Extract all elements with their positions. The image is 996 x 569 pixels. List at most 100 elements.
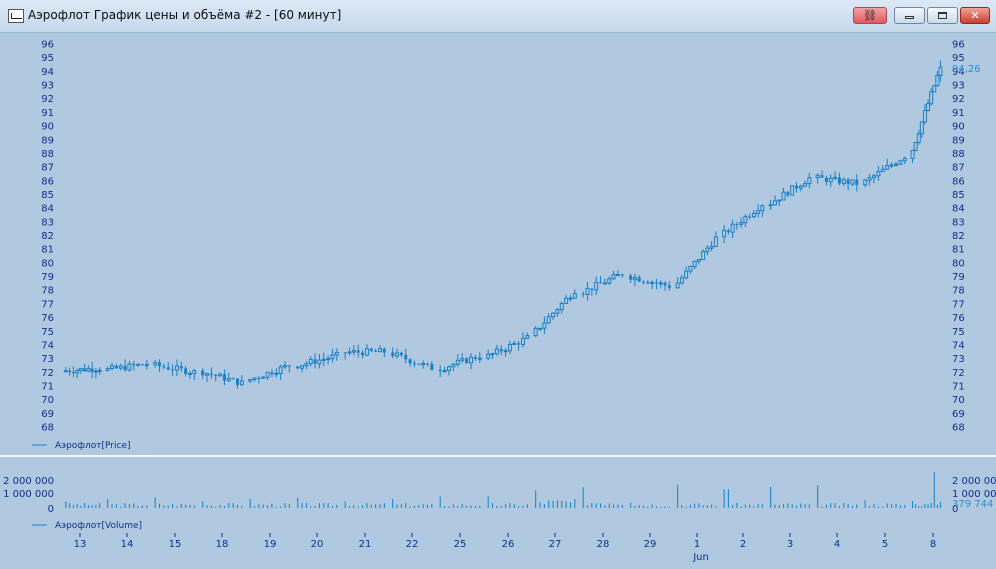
price-candle <box>140 363 144 366</box>
volume-bar <box>327 503 329 508</box>
price-candle <box>646 279 650 285</box>
volume-bar <box>400 504 402 508</box>
volume-bar <box>305 503 307 508</box>
price-tick-label: 70 <box>952 395 965 406</box>
volume-bar <box>869 506 871 508</box>
price-candle <box>455 353 460 368</box>
price-tick-label: 89 <box>952 135 965 146</box>
price-tick-label: 85 <box>952 190 965 201</box>
price-candle <box>110 362 115 371</box>
price-tick-label: 90 <box>41 122 54 133</box>
volume-bar <box>474 506 476 508</box>
volume-bar <box>370 504 372 508</box>
volume-bar <box>895 503 897 508</box>
minimize-button[interactable] <box>894 7 925 24</box>
volume-bar <box>318 503 320 508</box>
price-volume-chart[interactable]: 6869707172737475767778798081828384858687… <box>0 33 996 565</box>
price-candle <box>166 362 170 371</box>
price-candle <box>469 353 473 370</box>
price-tick-label: 74 <box>952 340 965 351</box>
price-candle <box>841 177 846 187</box>
volume-tick-label: 1 000 000 <box>952 489 996 500</box>
volume-bar <box>505 503 507 508</box>
volume-bar <box>444 506 446 508</box>
volume-bar <box>107 499 109 508</box>
price-candle <box>898 159 903 166</box>
price-tick-label: 86 <box>952 176 965 187</box>
volume-bar <box>69 503 71 508</box>
link-button[interactable]: ⛓ <box>853 7 887 24</box>
price-candle <box>517 340 521 351</box>
price-candle <box>421 360 426 369</box>
price-candle <box>807 172 812 189</box>
volume-bar <box>808 504 810 508</box>
price-candle <box>86 365 91 373</box>
chart-window-icon[interactable] <box>8 9 24 23</box>
maximize-button[interactable] <box>927 7 958 24</box>
price-candle <box>313 353 317 369</box>
price-candle <box>650 280 655 290</box>
price-candle <box>798 184 803 192</box>
pane-separator[interactable] <box>0 455 996 457</box>
price-candle <box>308 355 313 367</box>
price-candle <box>192 368 197 381</box>
price-tick-label: 84 <box>41 204 54 215</box>
price-candle <box>794 181 798 193</box>
volume-bar <box>362 505 364 508</box>
price-candle <box>701 249 706 261</box>
volume-bar <box>509 503 511 508</box>
price-tick-label: 72 <box>41 368 54 379</box>
volume-bar <box>918 506 920 508</box>
volume-bar <box>76 504 78 508</box>
price-candle <box>257 375 261 384</box>
volume-bar <box>660 506 662 508</box>
volume-bar <box>518 506 520 508</box>
volume-bar <box>604 505 606 508</box>
volume-bar <box>787 503 789 508</box>
volume-bar <box>864 500 866 508</box>
price-candle <box>559 301 564 314</box>
volume-bar <box>439 496 441 508</box>
volume-bar <box>431 504 433 508</box>
volume-bar <box>548 500 550 508</box>
volume-bar <box>383 503 385 508</box>
volume-bar <box>744 504 746 508</box>
chart-area[interactable]: 68 69 70 71 72 73 74 75 76 77 78 79 80 81 82 83 84 85 86 87… <box>0 33 996 565</box>
price-candle <box>790 185 795 196</box>
price-tick-label: 78 <box>952 286 965 297</box>
price-candle <box>820 170 824 178</box>
price-candle <box>118 363 123 371</box>
price-candle <box>417 363 421 366</box>
volume-bar <box>310 506 312 508</box>
price-candles <box>63 60 943 389</box>
price-candle <box>722 224 727 244</box>
time-tick-label: 1 <box>694 539 700 550</box>
volume-bar <box>262 504 264 508</box>
price-candle <box>768 199 773 211</box>
volume-bar <box>487 496 489 508</box>
volume-bar <box>561 500 563 508</box>
price-candle <box>239 375 244 386</box>
volume-bar <box>223 506 225 508</box>
price-candle <box>642 280 646 285</box>
window-titlebar[interactable]: Аэрофлот График цены и объёма #2 - [60 м… <box>0 0 996 33</box>
price-tick-label: 76 <box>952 313 965 324</box>
price-candle <box>512 340 517 346</box>
price-candle <box>499 345 503 356</box>
volume-bar <box>851 505 853 508</box>
price-candle <box>748 213 752 220</box>
volume-bar <box>587 505 589 508</box>
volume-bar <box>405 503 407 508</box>
volume-bar <box>375 504 377 508</box>
price-candle <box>132 361 136 371</box>
price-tick-label: 77 <box>41 299 54 310</box>
volume-bar <box>727 489 729 508</box>
price-candle <box>123 359 127 372</box>
volume-bar <box>821 506 823 508</box>
price-candle <box>252 377 257 382</box>
price-tick-label: 92 <box>952 94 965 105</box>
close-button[interactable]: ✕ <box>960 7 990 24</box>
volume-bar <box>556 500 558 508</box>
volume-bar <box>172 503 174 508</box>
price-candle <box>916 129 921 145</box>
